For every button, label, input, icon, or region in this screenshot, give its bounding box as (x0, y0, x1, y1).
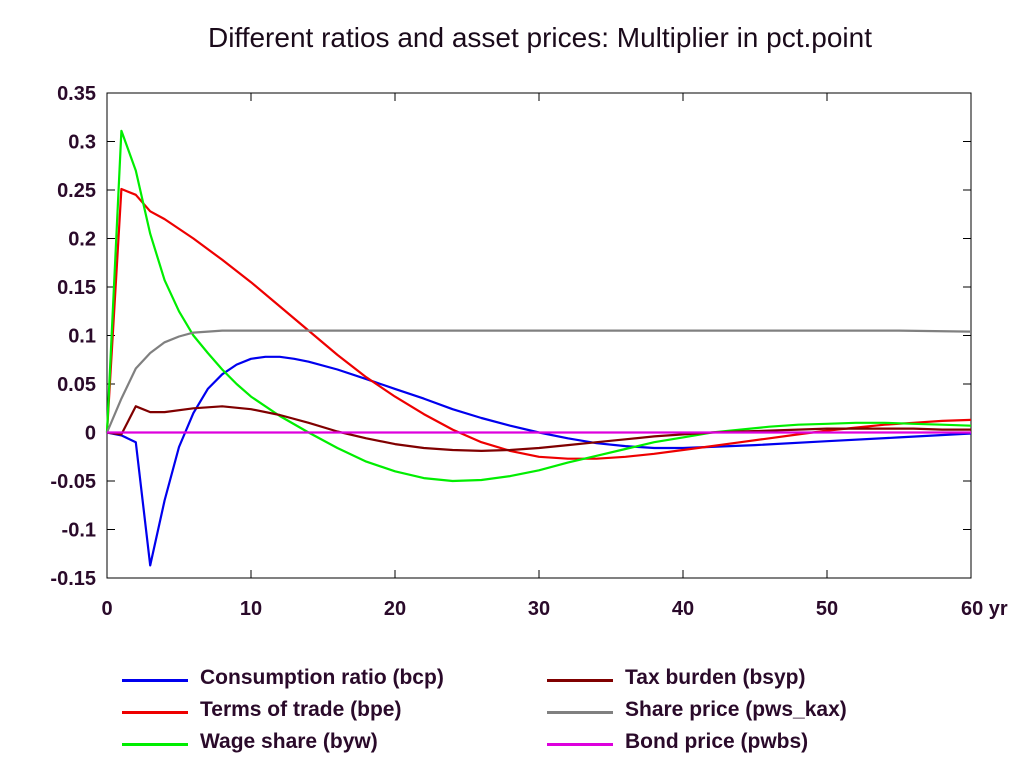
series-line-wage-share (105, 129, 972, 483)
line-chart: 0.35 0.3 0.25 0.2 0.15 0.1 0.05 0 -0.05 -0.1 -0.15… (50, 83, 1008, 620)
legend-label: Share price (pws_kax) (625, 698, 847, 721)
y-tick-label: -0.05 (50, 471, 96, 493)
legend-label: Terms of trade (bpe) (200, 698, 402, 721)
x-tick-label: 10 (240, 598, 262, 620)
series-line-tax-burden (106, 405, 971, 452)
legend-swatch (122, 679, 188, 682)
y-tick-label: 0.35 (57, 83, 96, 105)
x-tick-label: 40 (672, 598, 694, 620)
x-tick-label: 60 yr (961, 598, 1008, 620)
plot-frame (106, 92, 972, 579)
series-lines (105, 129, 972, 567)
plot-border (106, 92, 972, 579)
y-tick-label: -0.15 (50, 568, 96, 590)
legend-swatch (547, 679, 613, 682)
legend-swatch (122, 711, 188, 714)
y-tick-label: -0.1 (62, 520, 96, 542)
x-tick-label: 30 (528, 598, 550, 620)
y-tick-label: 0.25 (57, 180, 96, 202)
series-line-consumption-ratio (106, 355, 972, 567)
y-tick-label: 0 (85, 423, 96, 445)
y-tick-label: 0.3 (68, 132, 96, 154)
y-tick-label: 0.2 (68, 229, 96, 251)
legend-label: Consumption ratio (bcp) (200, 666, 444, 689)
y-tick-label: 0.15 (57, 277, 96, 299)
series-line-share-price (105, 329, 972, 433)
legend-swatch (547, 743, 613, 746)
legend-label: Wage share (byw) (200, 730, 378, 753)
legend-swatch (122, 743, 188, 746)
y-axis: 0.35 0.3 0.25 0.2 0.15 0.1 0.05 0 -0.05 -0.1 -0.15 (50, 83, 971, 590)
series-line-terms-of-trade (105, 187, 972, 460)
y-tick-label: 0.05 (57, 374, 96, 396)
legend-label: Tax burden (bsyp) (625, 666, 806, 689)
x-tick-label: 0 (101, 598, 112, 620)
x-tick-label: 20 (384, 598, 406, 620)
chart-title: Different ratios and asset prices: Multi… (207, 22, 872, 53)
legend-swatch (547, 711, 613, 714)
x-tick-label: 50 (816, 598, 838, 620)
x-axis: 0 10 20 30 40 50 60 yr (101, 93, 1008, 620)
y-tick-label: 0.1 (68, 326, 96, 348)
legend-label: Bond price (pwbs) (625, 730, 809, 753)
